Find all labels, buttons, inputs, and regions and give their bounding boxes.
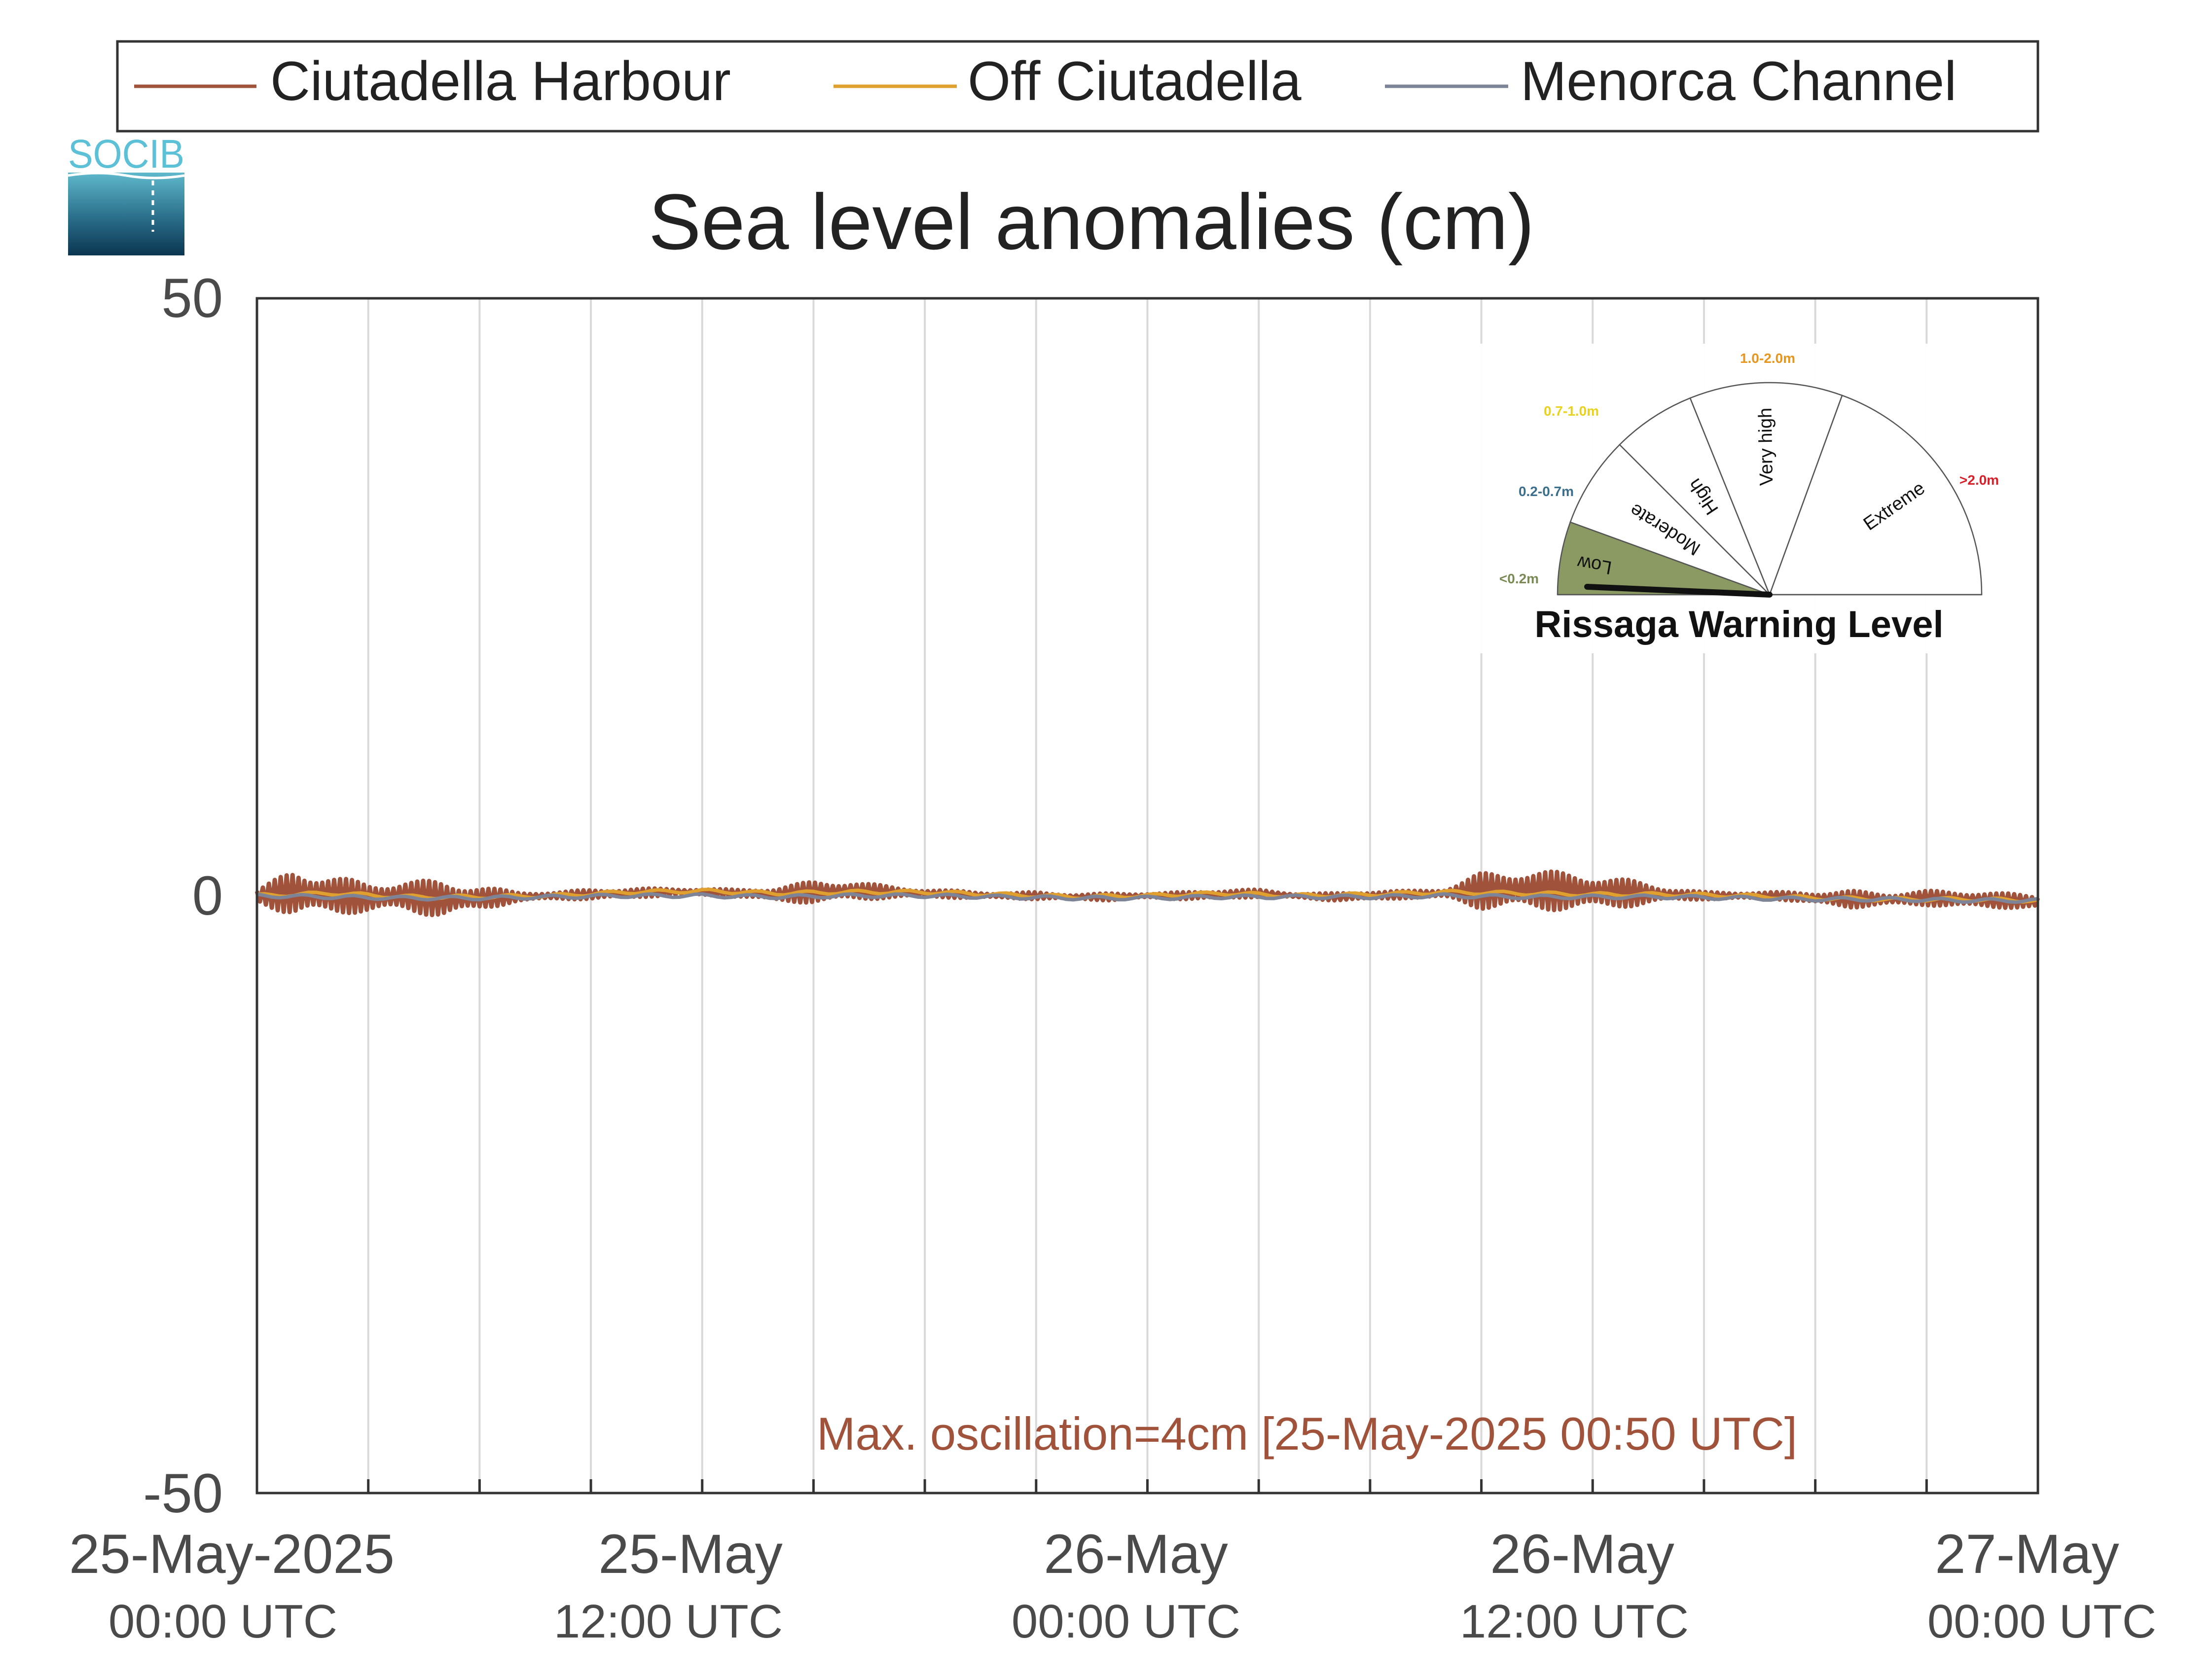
x-tick-label-time: 12:00 UTC [1460, 1595, 1689, 1648]
x-tick-label-date: 25-May-2025 [69, 1523, 395, 1585]
gauge-range-label: 0.2-0.7m [1519, 484, 1574, 499]
socib-logo: SOCIB [68, 132, 185, 255]
y-tick-label-min: -50 [143, 1462, 223, 1524]
y-axis: 50 0 -50 [143, 267, 223, 1524]
x-tick-label-time: 00:00 UTC [1927, 1595, 2156, 1648]
socib-logo-mark [68, 173, 184, 255]
gauge-ranges: <0.2m 0.2-0.7m 0.7-1.0m 1.0-2.0m >2.0m [1499, 351, 1999, 586]
gauge-title: Rissaga Warning Level [1534, 604, 1943, 645]
gauge-sector-low [1557, 521, 1770, 596]
legend-label-off-ciutadella: Off Ciutadella [968, 50, 1302, 112]
chart-title: Sea level anomalies (cm) [649, 178, 1534, 266]
x-tick-label-date: 26-May [1490, 1523, 1674, 1585]
gauge-sector-very-high [1689, 382, 1843, 597]
gauge-sectors [1557, 382, 1983, 597]
gauge-needle [1584, 584, 1773, 598]
gauge-range-label: 1.0-2.0m [1740, 351, 1795, 366]
legend-item-off-ciutadella: Off Ciutadella [834, 50, 1302, 112]
x-axis-labels: 25-May-2025 00:00 UTC 25-May 12:00 UTC 2… [69, 1523, 2156, 1648]
x-tick-label-date: 26-May [1044, 1523, 1228, 1585]
x-tick-label-date: 27-May [1935, 1523, 2119, 1585]
x-tick-label-time: 12:00 UTC [554, 1595, 783, 1648]
legend-label-menorca-channel: Menorca Channel [1521, 50, 1957, 112]
y-tick-label-max: 50 [161, 267, 223, 329]
gauge-sector-moderate [1569, 444, 1770, 596]
gauge-range-label: 0.7-1.0m [1544, 403, 1599, 419]
x-tick-label-time: 00:00 UTC [1012, 1595, 1240, 1648]
max-oscillation-note: Max. oscillation=4cm [25-May-2025 00:50 … [817, 1408, 1797, 1460]
x-tick-label-time: 00:00 UTC [109, 1595, 337, 1648]
legend-item-menorca-channel: Menorca Channel [1385, 50, 1957, 112]
gauge-label: Very high [1755, 407, 1777, 486]
gauge-range-label: >2.0m [1959, 472, 1999, 488]
legend-item-ciutadella-harbour: Ciutadella Harbour [134, 50, 731, 112]
gauge-sector-high [1619, 397, 1771, 595]
legend: Ciutadella Harbour Off Ciutadella Menorc… [116, 40, 2039, 133]
series-menorca-channel [256, 892, 2038, 904]
series-group [254, 869, 2040, 918]
gauge-sector-extreme [1769, 394, 1983, 596]
legend-label-ciutadella-harbour: Ciutadella Harbour [270, 50, 731, 112]
gauge-range-label: <0.2m [1499, 571, 1539, 586]
x-tick-label-date: 25-May [598, 1523, 782, 1585]
socib-logo-text: SOCIB [68, 132, 184, 177]
x-tick-marks [367, 1479, 1928, 1493]
y-tick-label-zero: 0 [192, 865, 223, 926]
